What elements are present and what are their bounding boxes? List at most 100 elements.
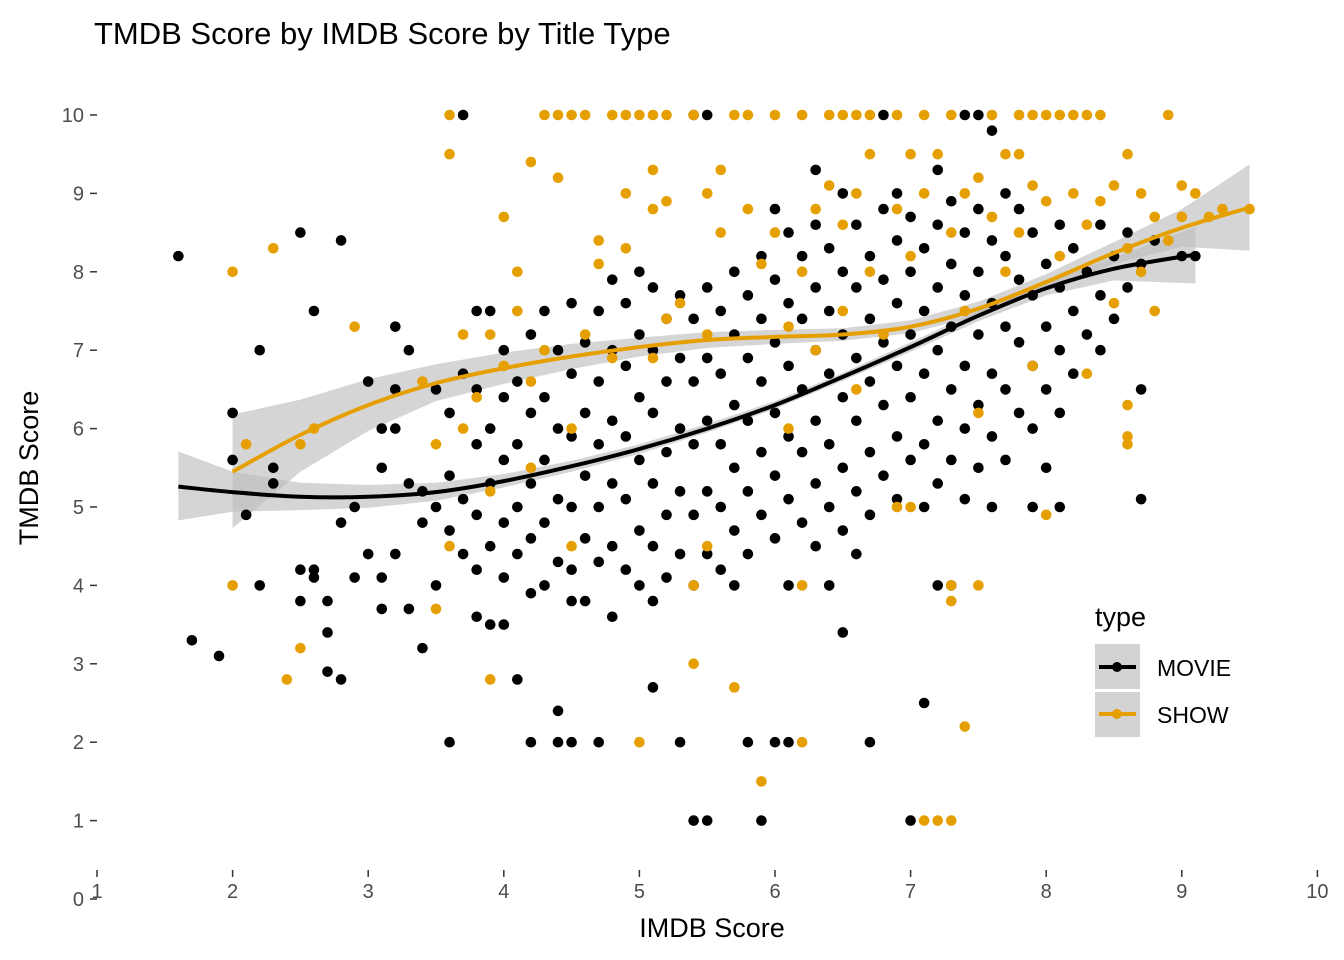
point-movie [552, 344, 564, 356]
point-movie [308, 564, 320, 576]
point-movie [918, 438, 930, 450]
point-movie [1068, 305, 1079, 317]
point-movie [905, 454, 916, 466]
point-show [1081, 109, 1093, 121]
point-show [1054, 109, 1066, 121]
point-movie [1054, 344, 1066, 356]
point-movie [1095, 219, 1106, 231]
point-movie [973, 266, 984, 278]
point-show [349, 321, 360, 332]
point-movie [918, 697, 930, 709]
point-show [539, 344, 550, 356]
point-show [606, 109, 618, 121]
point-movie [647, 682, 659, 693]
point-movie [674, 486, 686, 497]
point-movie [891, 360, 903, 372]
point-movie [1068, 242, 1079, 254]
point-movie [769, 337, 781, 348]
point-movie [579, 470, 591, 481]
point-show [891, 501, 903, 513]
point-show [1027, 180, 1038, 191]
point-movie [905, 391, 916, 403]
point-show [1149, 305, 1160, 317]
point-movie [1040, 258, 1052, 270]
point-movie [769, 274, 781, 285]
point-show [973, 172, 984, 184]
point-movie [539, 580, 550, 591]
point-show [796, 580, 808, 591]
point-movie [973, 462, 984, 474]
point-movie [932, 580, 944, 591]
point-movie [756, 376, 767, 387]
point-show [444, 109, 455, 121]
point-show [783, 321, 794, 332]
point-movie [769, 203, 781, 215]
point-movie [986, 431, 998, 442]
point-show [1122, 438, 1133, 450]
point-show [525, 462, 537, 474]
x-tick-label: 7 [905, 881, 916, 903]
smooth-line-show [231, 205, 1251, 474]
point-show [905, 501, 916, 513]
point-show [1040, 109, 1052, 121]
point-movie [688, 376, 699, 387]
point-show [918, 109, 930, 121]
point-movie [620, 493, 632, 505]
point-movie [254, 580, 266, 591]
point-show [295, 642, 306, 654]
point-movie [525, 478, 537, 489]
point-movie [729, 462, 740, 474]
point-movie [376, 423, 388, 434]
point-movie [647, 478, 659, 489]
point-show [796, 736, 808, 748]
point-movie [810, 415, 821, 427]
point-movie [1000, 250, 1011, 262]
point-movie [932, 415, 944, 427]
point-movie [661, 376, 672, 387]
point-show [715, 164, 727, 176]
point-movie [891, 493, 903, 505]
point-movie [783, 227, 794, 238]
ribbon-movie [178, 227, 1196, 521]
point-movie [973, 329, 984, 340]
point-show [634, 736, 645, 748]
point-movie [593, 305, 605, 317]
point-movie [742, 290, 754, 301]
point-movie [878, 274, 889, 285]
point-movie [878, 337, 889, 348]
point-movie [512, 376, 523, 387]
point-movie [1095, 344, 1106, 356]
point-movie [620, 297, 632, 309]
point-show [932, 815, 944, 826]
point-movie [729, 580, 740, 591]
point-movie [823, 438, 835, 450]
point-show [1027, 109, 1038, 121]
point-movie [566, 501, 577, 513]
point-movie [674, 352, 686, 364]
point-show [1108, 297, 1120, 309]
point-show [837, 219, 849, 231]
point-movie [796, 250, 808, 262]
point-show [837, 305, 849, 317]
legend-key-show-point [1112, 709, 1122, 719]
point-movie [905, 815, 916, 826]
point-movie [823, 305, 835, 317]
point-show [1054, 250, 1066, 262]
point-movie [484, 619, 496, 630]
point-movie [335, 235, 347, 246]
point-movie [864, 376, 876, 387]
point-movie [973, 109, 984, 121]
point-show [864, 148, 876, 160]
point-movie [701, 352, 713, 364]
point-movie [891, 188, 903, 199]
point-movie [661, 572, 672, 583]
point-movie [417, 642, 428, 654]
point-movie [240, 509, 252, 521]
point-movie [1122, 282, 1133, 293]
point-movie [918, 305, 930, 317]
point-show [742, 203, 754, 215]
point-movie [593, 736, 605, 748]
point-movie [769, 736, 781, 748]
point-movie [254, 344, 266, 356]
